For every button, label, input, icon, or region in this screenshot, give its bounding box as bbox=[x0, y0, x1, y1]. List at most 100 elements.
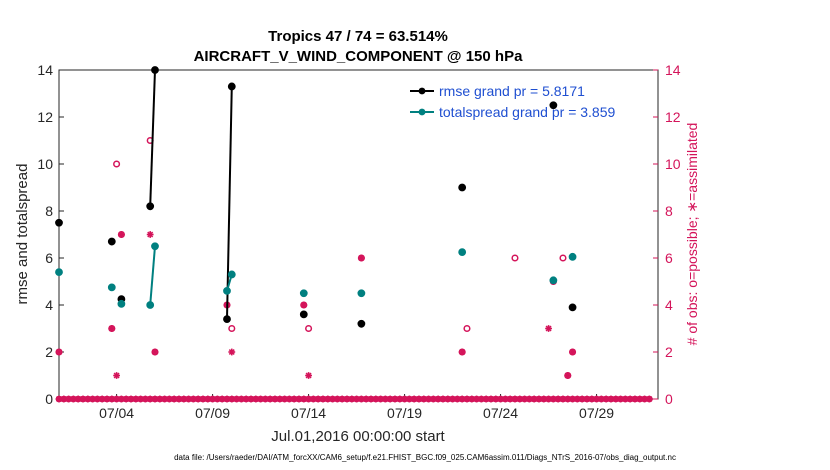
rmse-point bbox=[151, 66, 159, 74]
asterisk-stroke bbox=[636, 395, 643, 403]
asterisk-stroke bbox=[147, 231, 154, 238]
asterisk-stroke bbox=[127, 395, 135, 403]
asterisk-stroke bbox=[252, 395, 259, 403]
rmse-point bbox=[568, 303, 577, 312]
y-right-tick-label: 4 bbox=[665, 297, 673, 313]
obs-assimilated-zero bbox=[578, 395, 586, 403]
spread-line-segment bbox=[149, 246, 156, 306]
rmse-point bbox=[227, 82, 236, 91]
asterisk-stroke bbox=[103, 395, 111, 403]
obs-assimilated-zero bbox=[285, 395, 293, 403]
y-right-tick-label: 0 bbox=[665, 391, 673, 407]
obs-assimilated-point bbox=[151, 348, 159, 356]
asterisk-stroke bbox=[415, 395, 422, 403]
obs-assimilated-zero bbox=[449, 395, 456, 403]
y-right-tick-label: 10 bbox=[665, 156, 681, 172]
asterisk-stroke bbox=[247, 395, 255, 403]
x-tick-label: 07/09 bbox=[195, 405, 230, 421]
data-file-footer: data file: /Users/raeder/DAI/ATM_forcXX/… bbox=[174, 453, 676, 462]
asterisk-stroke bbox=[65, 395, 72, 403]
asterisk-stroke bbox=[435, 395, 442, 403]
obs-assimilated-zero bbox=[237, 395, 245, 403]
asterisk-stroke bbox=[70, 395, 77, 403]
plot-area: 0 2 4 6 8 10 12 14 0 2 4 6 8 10 12 14 07/04 07/09 07/14 07/… bbox=[37, 62, 680, 421]
asterisk-stroke bbox=[228, 348, 235, 356]
asterisk-stroke bbox=[564, 372, 571, 379]
obs-assimilated-point bbox=[117, 231, 125, 238]
rmse-point bbox=[549, 101, 558, 110]
asterisk-stroke bbox=[372, 395, 379, 403]
asterisk-stroke bbox=[483, 395, 490, 403]
asterisk-stroke bbox=[257, 395, 264, 403]
asterisk-stroke bbox=[228, 395, 235, 403]
asterisk-stroke bbox=[401, 395, 408, 403]
obs-assimilated-zero bbox=[525, 395, 533, 403]
obs-assimilated-zero bbox=[362, 395, 370, 403]
legend-marker bbox=[418, 87, 426, 95]
obs-assimilated-zero bbox=[98, 395, 106, 403]
y-tick-label: 10 bbox=[37, 156, 53, 172]
asterisk-stroke bbox=[180, 395, 187, 403]
asterisk-stroke bbox=[113, 395, 120, 403]
asterisk-stroke bbox=[559, 395, 566, 403]
asterisk-stroke bbox=[276, 395, 283, 403]
y-tick-label: 14 bbox=[37, 62, 53, 78]
asterisk-stroke bbox=[324, 395, 331, 403]
asterisk-stroke bbox=[339, 395, 346, 403]
legend-entry-spread: totalspread grand pr = 3.859 bbox=[439, 104, 616, 120]
asterisk-stroke bbox=[118, 231, 125, 238]
rmse-point bbox=[223, 315, 231, 324]
obs-assimilated-zero bbox=[338, 395, 346, 403]
asterisk-stroke bbox=[468, 395, 475, 403]
asterisk-stroke bbox=[540, 395, 547, 403]
obs-assimilated-zero bbox=[381, 395, 389, 403]
asterisk-stroke bbox=[199, 395, 207, 403]
obs-assimilated-zero bbox=[223, 395, 231, 403]
spread-point bbox=[299, 289, 308, 298]
obs-assimilated-zero bbox=[636, 395, 644, 403]
obs-possible-point bbox=[305, 324, 313, 333]
asterisk-stroke bbox=[555, 395, 562, 403]
asterisk-stroke bbox=[132, 395, 139, 403]
asterisk-stroke bbox=[521, 395, 528, 403]
asterisk-stroke bbox=[343, 395, 350, 403]
asterisk-stroke bbox=[593, 395, 600, 403]
asterisk-stroke bbox=[622, 395, 629, 403]
obs-assimilated-point bbox=[305, 372, 312, 379]
rmse-point bbox=[55, 218, 63, 227]
y-right-tick-label: 6 bbox=[665, 250, 673, 266]
asterisk-stroke bbox=[535, 395, 542, 403]
asterisk-stroke bbox=[300, 395, 307, 403]
x-tick-label: 07/04 bbox=[99, 405, 134, 421]
asterisk-stroke bbox=[291, 395, 298, 403]
obs-assimilated-zero bbox=[439, 395, 447, 403]
asterisk-stroke bbox=[310, 395, 317, 403]
asterisk-stroke bbox=[473, 395, 480, 403]
asterisk-stroke bbox=[391, 395, 398, 403]
obs-assimilated-point bbox=[113, 372, 120, 379]
asterisk-stroke bbox=[583, 395, 590, 403]
asterisk-stroke bbox=[84, 395, 91, 403]
obs-assimilated-zero bbox=[588, 395, 596, 403]
x-tick-label: 07/29 bbox=[579, 405, 614, 421]
asterisk-stroke bbox=[478, 395, 485, 403]
asterisk-stroke bbox=[531, 395, 538, 403]
asterisk-stroke bbox=[439, 395, 446, 403]
asterisk-stroke bbox=[108, 325, 115, 332]
obs-assimilated-zero bbox=[487, 395, 495, 403]
asterisk-stroke bbox=[367, 395, 374, 403]
asterisk-stroke bbox=[348, 395, 355, 403]
asterisk-stroke bbox=[142, 395, 149, 403]
plot-frame bbox=[58, 69, 659, 400]
asterisk-stroke bbox=[459, 395, 466, 403]
asterisk-stroke bbox=[382, 395, 389, 403]
obs-assimilated-zero bbox=[353, 395, 360, 403]
chart-title: Tropics 47 / 74 = 63.514% bbox=[268, 28, 448, 45]
y-right-tick-label: 2 bbox=[665, 344, 673, 360]
asterisk-stroke bbox=[406, 395, 413, 403]
asterisk-stroke bbox=[286, 395, 293, 403]
x-tick-label: 07/24 bbox=[483, 405, 518, 421]
asterisk-stroke bbox=[89, 395, 96, 403]
